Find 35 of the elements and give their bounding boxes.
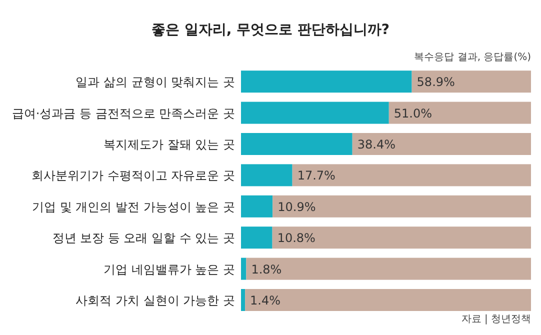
y-tick-label: 회사분위기가 수평적이고 자유로운 곳: [32, 168, 235, 183]
bar: [412, 70, 531, 93]
data-label: 10.9%: [278, 200, 316, 214]
y-tick-label: 기업 및 개인의 발전 가능성이 높은 곳: [32, 200, 235, 214]
y-tick-label: 복지제도가 잘돼 있는 곳: [104, 138, 235, 152]
bar: [241, 226, 272, 249]
data-label: 58.9%: [416, 75, 455, 90]
y-tick-label: 기업 네임밸류가 높은 곳: [104, 262, 235, 276]
bar: [388, 102, 531, 124]
bar: [352, 133, 531, 155]
chart-title: 좋은 일자리, 무엇으로 판단하십니까?: [151, 22, 390, 38]
bar: [241, 102, 389, 124]
bar: [241, 70, 412, 93]
y-tick-label: 일과 삶의 균형이 맞춰지는 곳: [76, 75, 235, 90]
chart-subtitle: 복수응답 결과, 응답률(%): [414, 52, 532, 63]
data-label: 51.0%: [394, 106, 432, 120]
data-label: 1.8%: [251, 262, 282, 276]
bar: [245, 289, 531, 311]
y-tick-label: 사회적 가치 실현이 가능한 곳: [76, 294, 235, 308]
bar: [241, 133, 352, 155]
bar: [272, 195, 531, 218]
bar: [292, 164, 531, 186]
bar: [241, 258, 246, 280]
data-label: 1.4%: [250, 294, 281, 308]
bar: [241, 289, 246, 311]
annotation: 자료 | 청년정책: [461, 314, 531, 325]
data-label: 38.4%: [357, 138, 396, 152]
data-label: 10.8%: [277, 231, 316, 246]
bar: [241, 164, 292, 186]
y-tick-label: 급여·성과금 등 금전적으로 만족스러운 곳: [12, 106, 235, 120]
bar: [272, 226, 531, 249]
data-label: 17.7%: [297, 168, 336, 183]
bar: [241, 195, 273, 218]
y-tick-label: 정년 보장 등 오래 일할 수 있는 곳: [52, 231, 235, 246]
bar: [246, 258, 531, 280]
